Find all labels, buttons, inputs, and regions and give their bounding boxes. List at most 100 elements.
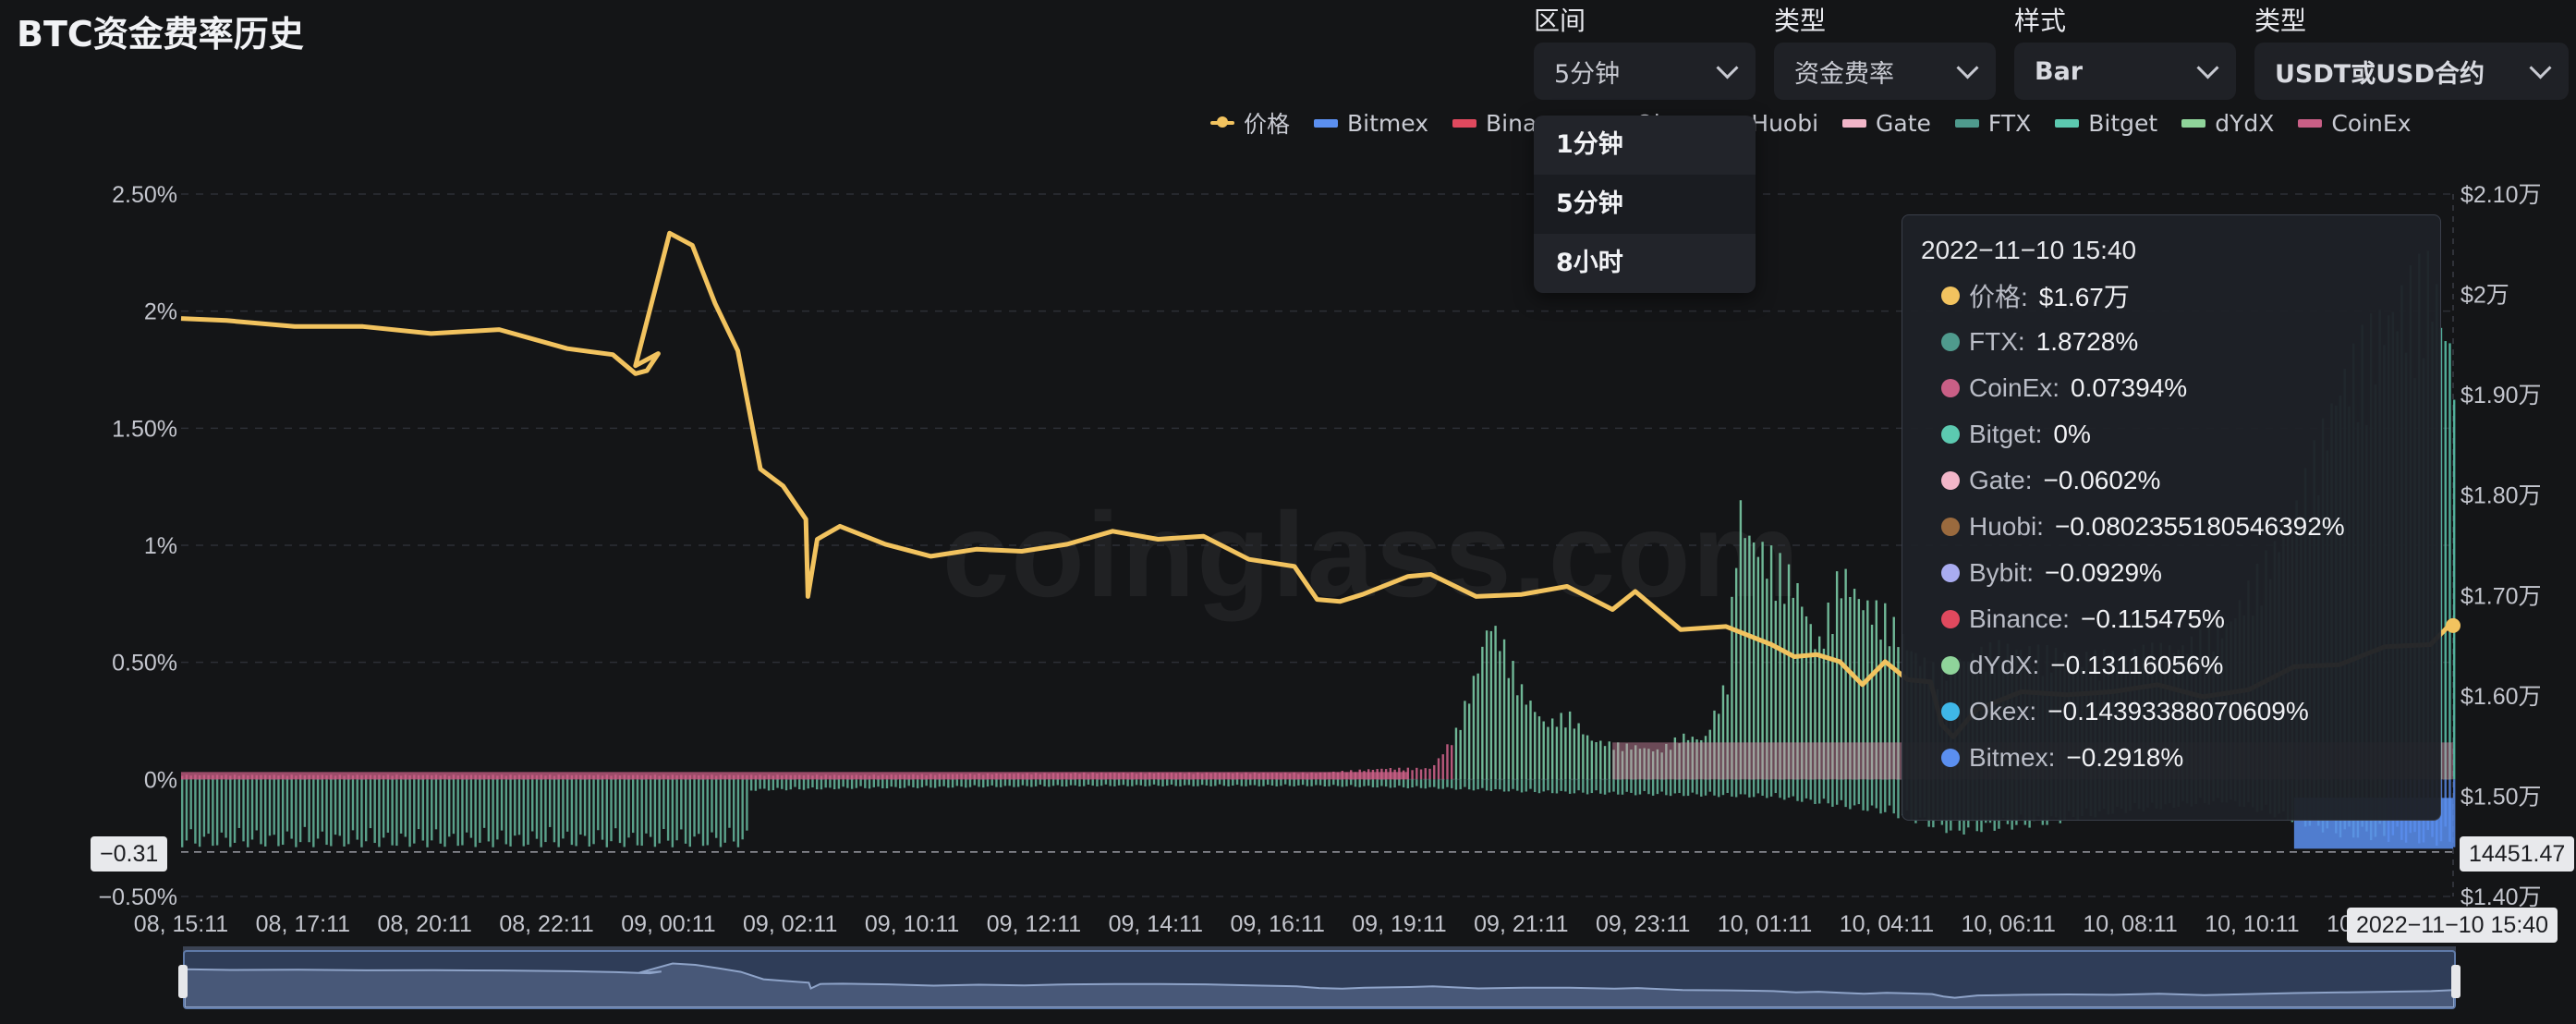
funding-bar-negative [1384,779,1388,787]
funding-bar-negative [1656,779,1659,795]
funding-bar-negative [1625,779,1628,792]
tooltip-row: Bitmex: −0.2918% [1921,735,2422,781]
funding-bar [1783,603,1786,780]
funding-bar-negative [1862,779,1865,811]
funding-bar-negative [202,779,206,837]
funding-bar [1573,728,1576,780]
interval-label: 区间 [1534,6,1586,36]
funding-bar-negative [1643,779,1646,791]
funding-bar-negative [719,779,723,847]
funding-bar-negative [968,779,972,787]
funding-bar [1529,701,1532,780]
funding-bar-negative [688,779,692,847]
funding-bar-negative [1467,779,1471,790]
interval-option-5m[interactable]: 5分钟 [1534,175,1756,234]
type-value: 资金费率 [1794,59,1894,89]
funding-bar-negative [220,779,224,833]
funding-bar-negative [1419,779,1423,788]
funding-bar-negative [973,779,976,786]
funding-bar-negative [1026,779,1028,786]
funding-bar-negative [933,779,937,788]
legend-label: FTX [1987,109,2032,137]
funding-bar-negative [1139,779,1143,786]
funding-bar-negative [1660,779,1663,792]
funding-bar [1849,596,1852,780]
funding-bar-negative [645,779,648,834]
funding-bar [1459,729,1462,780]
funding-bar-negative [1721,779,1725,796]
funding-bar [1831,634,1834,780]
funding-bar [1756,556,1760,780]
funding-bar-negative [1547,779,1549,791]
type-select[interactable]: 资金费率 [1774,43,1996,100]
series-dot [1941,749,1960,767]
funding-bar-negative [741,779,744,840]
x-tick-label: 09, 10:11 [865,911,959,937]
funding-bar-negative [653,779,657,847]
funding-bar [1774,601,1778,780]
contract-type-select[interactable]: USDT或USD合约 [2254,43,2569,100]
funding-bar-negative [907,779,910,786]
funding-bar-negative [1451,779,1453,788]
interval-dropdown: 1分钟 5分钟 8小时 [1534,116,1756,293]
funding-bar-negative [1638,779,1642,795]
zoom-handle-left[interactable] [178,965,188,998]
funding-bar-negative [1113,779,1116,786]
funding-bar [1801,606,1804,780]
funding-bar [1485,630,1488,780]
legend-item-bitmex[interactable]: Bitmex [1314,110,1428,137]
funding-bar-negative [531,779,534,832]
interval-option-1m[interactable]: 1分钟 [1556,130,1623,159]
funding-bar-negative [395,779,398,847]
tooltip-series-name: dYdX: [1969,651,2040,679]
funding-bar-negative [698,779,700,835]
interval-option-8h[interactable]: 8小时 [1556,249,1623,277]
funding-bar-negative [225,779,227,838]
funding-bar-negative [1433,779,1436,787]
funding-bar [1862,610,1865,780]
funding-bar [1656,749,1659,780]
x-tick-label: 09, 00:11 [621,911,715,937]
interval-select[interactable]: 5分钟 [1534,43,1756,100]
funding-bar-negative [1888,779,1891,806]
funding-bar-negative [386,779,390,833]
legend-item-bitget[interactable]: Bitget [2055,110,2157,137]
funding-bar-negative [1166,779,1169,786]
funding-bar-negative [1406,779,1410,788]
funding-bar-negative [277,779,280,847]
funding-bar [1792,597,1794,780]
funding-bar-negative [233,779,237,843]
funding-bar-negative [1078,779,1081,786]
zoom-slider[interactable] [183,950,2456,1009]
funding-bar [1494,626,1497,780]
funding-bar-negative [1459,779,1462,789]
funding-bar-negative [930,779,932,788]
y-right-tick-label: $1.50万 [2461,784,2542,810]
zoom-handle-right[interactable] [2451,965,2461,998]
funding-bar [1464,701,1466,780]
funding-bar-negative [1267,779,1270,786]
legend-item-dydx[interactable]: dYdX [2181,110,2274,137]
legend-item-价格[interactable]: 价格 [1210,106,1290,140]
funding-bar-negative [1249,779,1252,786]
funding-bar-negative [1875,779,1877,809]
legend-item-gate[interactable]: Gate [1842,110,1931,137]
funding-bar [1875,600,1877,780]
funding-bar-negative [610,779,613,842]
style-select[interactable]: Bar [2014,43,2236,100]
funding-bar [1897,647,1900,780]
funding-bar-negative [242,779,245,842]
legend-item-coinex[interactable]: CoinEx [2298,110,2412,137]
funding-bar [1489,630,1493,780]
funding-bar-negative [312,779,315,847]
funding-bar-negative [864,779,867,788]
tooltip-series-name: Binance: [1969,604,2070,633]
funding-bar [1428,768,1431,780]
funding-bar-negative [986,779,990,787]
funding-bar-negative [1485,779,1488,791]
funding-bar-negative [1822,779,1826,799]
funding-bar-negative [899,779,902,788]
funding-bar-negative [1502,779,1506,792]
y-right-tick-label: $2.10万 [2461,182,2542,208]
legend-item-ftx[interactable]: FTX [1954,109,2032,137]
